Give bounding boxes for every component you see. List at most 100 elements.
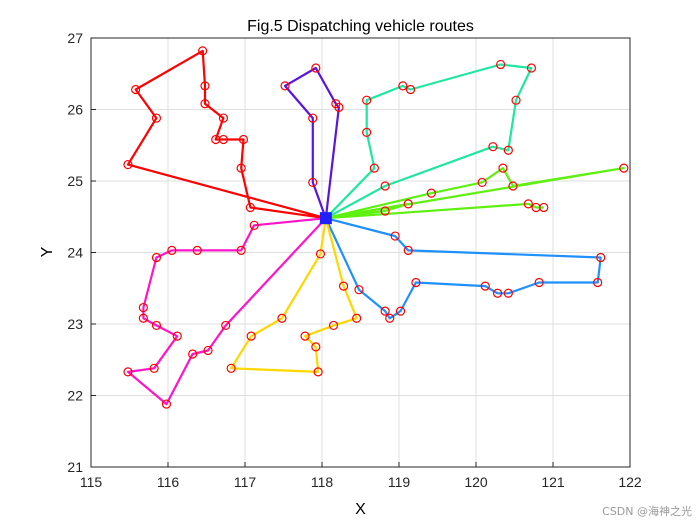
- y-tick-label: 23: [67, 316, 83, 332]
- customer-point: [498, 163, 508, 173]
- customer-point: [151, 113, 162, 123]
- customer-point: [226, 363, 236, 373]
- customer-point: [238, 134, 249, 145]
- customer-point: [503, 288, 513, 298]
- customer-point: [526, 63, 537, 73]
- customer-point: [328, 320, 339, 331]
- watermark: CSDN @海神之光: [602, 505, 692, 518]
- y-tick-label: 22: [67, 388, 83, 404]
- customer-point: [203, 345, 213, 356]
- route-magenta-line: [126, 217, 327, 406]
- customer-point: [246, 331, 256, 341]
- customer-point: [123, 159, 133, 170]
- customer-point: [221, 320, 231, 331]
- customer-point: [380, 306, 390, 316]
- customer-markers: [123, 46, 629, 409]
- customer-point: [362, 127, 372, 137]
- customer-point: [492, 288, 503, 298]
- customer-point: [593, 277, 603, 288]
- customer-point: [405, 84, 416, 95]
- route-green-b-line: [325, 202, 410, 220]
- customer-point: [403, 245, 413, 255]
- customer-point: [167, 245, 177, 255]
- customer-point: [369, 163, 379, 173]
- route-red-line: [126, 49, 327, 220]
- x-axis-label: X: [355, 501, 366, 518]
- customer-point: [480, 281, 490, 291]
- customer-point: [395, 306, 406, 316]
- customer-point: [503, 145, 513, 155]
- customer-point: [300, 331, 310, 341]
- customer-point: [488, 142, 498, 152]
- customer-point: [149, 363, 159, 373]
- customer-point: [172, 331, 182, 341]
- customer-point: [192, 245, 202, 255]
- customer-point: [315, 249, 326, 259]
- customer-point: [161, 399, 172, 409]
- y-tick-label: 26: [67, 102, 83, 118]
- customer-point: [308, 113, 318, 123]
- customer-point: [398, 81, 408, 91]
- x-tick-label: 121: [541, 474, 565, 490]
- customer-point: [188, 349, 198, 359]
- x-tick-label: 117: [234, 474, 257, 490]
- y-axis-label: Y: [39, 246, 56, 257]
- depot-marker: [319, 212, 332, 225]
- customer-point: [619, 163, 629, 173]
- customer-point: [280, 81, 290, 91]
- customer-point: [138, 302, 148, 313]
- customer-point: [534, 277, 544, 288]
- customer-point: [403, 199, 413, 209]
- x-tick-label: 115: [80, 474, 103, 490]
- route-teal-line: [325, 63, 533, 220]
- x-tick-label: 122: [618, 474, 642, 490]
- customer-point: [308, 177, 318, 188]
- customer-point: [313, 367, 323, 377]
- customer-point: [496, 59, 506, 70]
- x-tick-label: 116: [157, 474, 180, 490]
- depot-square: [319, 212, 332, 225]
- customer-point: [138, 313, 148, 323]
- customer-point: [236, 245, 246, 255]
- customer-point: [334, 102, 344, 112]
- customer-point: [200, 81, 210, 91]
- customer-point: [352, 313, 362, 323]
- customer-point: [218, 113, 229, 123]
- x-tick-label: 119: [388, 474, 411, 490]
- y-tick-label: 27: [67, 30, 83, 46]
- y-tick-label: 21: [67, 459, 83, 475]
- customer-point: [311, 63, 321, 73]
- customer-point: [477, 177, 487, 188]
- customer-point: [380, 206, 390, 216]
- axis-ticks: 115 116 117 118 119 120 121 122 21 22 23 24 25 26 27: [67, 30, 641, 490]
- customer-point: [277, 313, 287, 323]
- customer-point: [523, 199, 533, 209]
- customer-point: [236, 163, 246, 173]
- customer-point: [245, 202, 255, 213]
- customer-point: [131, 84, 141, 95]
- customer-point: [249, 220, 259, 230]
- route-blue-line: [324, 217, 602, 320]
- customer-point: [362, 95, 372, 105]
- y-tick-label: 25: [67, 173, 83, 189]
- customer-point: [354, 285, 364, 295]
- customer-point: [338, 281, 349, 291]
- customer-point: [539, 202, 549, 213]
- customer-point: [380, 181, 390, 191]
- customer-point: [211, 134, 221, 145]
- customer-point: [596, 252, 606, 263]
- x-tick-label: 120: [464, 474, 488, 490]
- chart-title: Fig.5 Dispatching vehicle routes: [247, 18, 474, 35]
- customer-point: [198, 46, 208, 56]
- customer-point: [508, 181, 518, 191]
- customer-point: [151, 252, 162, 263]
- customer-point: [123, 367, 133, 377]
- customer-point: [200, 99, 210, 109]
- route-yellow-line: [230, 217, 358, 373]
- y-tick-label: 24: [67, 245, 83, 261]
- customer-point: [311, 342, 321, 352]
- customer-point: [426, 188, 436, 198]
- customer-point: [385, 313, 395, 323]
- customer-point: [390, 231, 400, 241]
